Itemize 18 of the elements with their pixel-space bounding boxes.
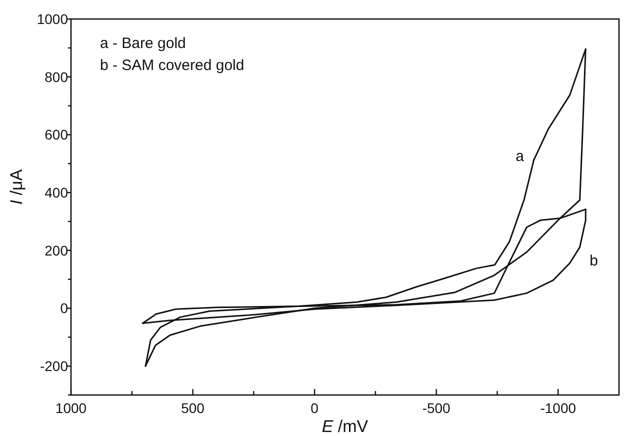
y-tick-label: 400 — [44, 184, 68, 201]
y-tick-label: 0 — [60, 300, 68, 316]
y-tick-label: 800 — [44, 68, 68, 85]
y-tick-label: 1000 — [36, 11, 68, 27]
y-tick-label: 200 — [44, 242, 68, 258]
x-axis-title: E /mV — [322, 417, 369, 436]
x-tick-label: -1000 — [540, 400, 576, 416]
x-tick-label: 500 — [181, 400, 205, 416]
annotation: b - SAM covered gold — [100, 57, 244, 74]
y-tick-label: -200 — [40, 358, 68, 374]
x-tick-label: -500 — [422, 400, 451, 416]
y-axis-title: I /μA — [7, 168, 26, 205]
x-tick-label: 1000 — [55, 400, 87, 416]
annotation: a - Bare gold — [100, 35, 186, 52]
x-tick-label: 0 — [310, 400, 319, 416]
y-tick-label: 600 — [44, 126, 68, 143]
text: b — [590, 252, 598, 270]
series-label: a — [516, 148, 525, 166]
